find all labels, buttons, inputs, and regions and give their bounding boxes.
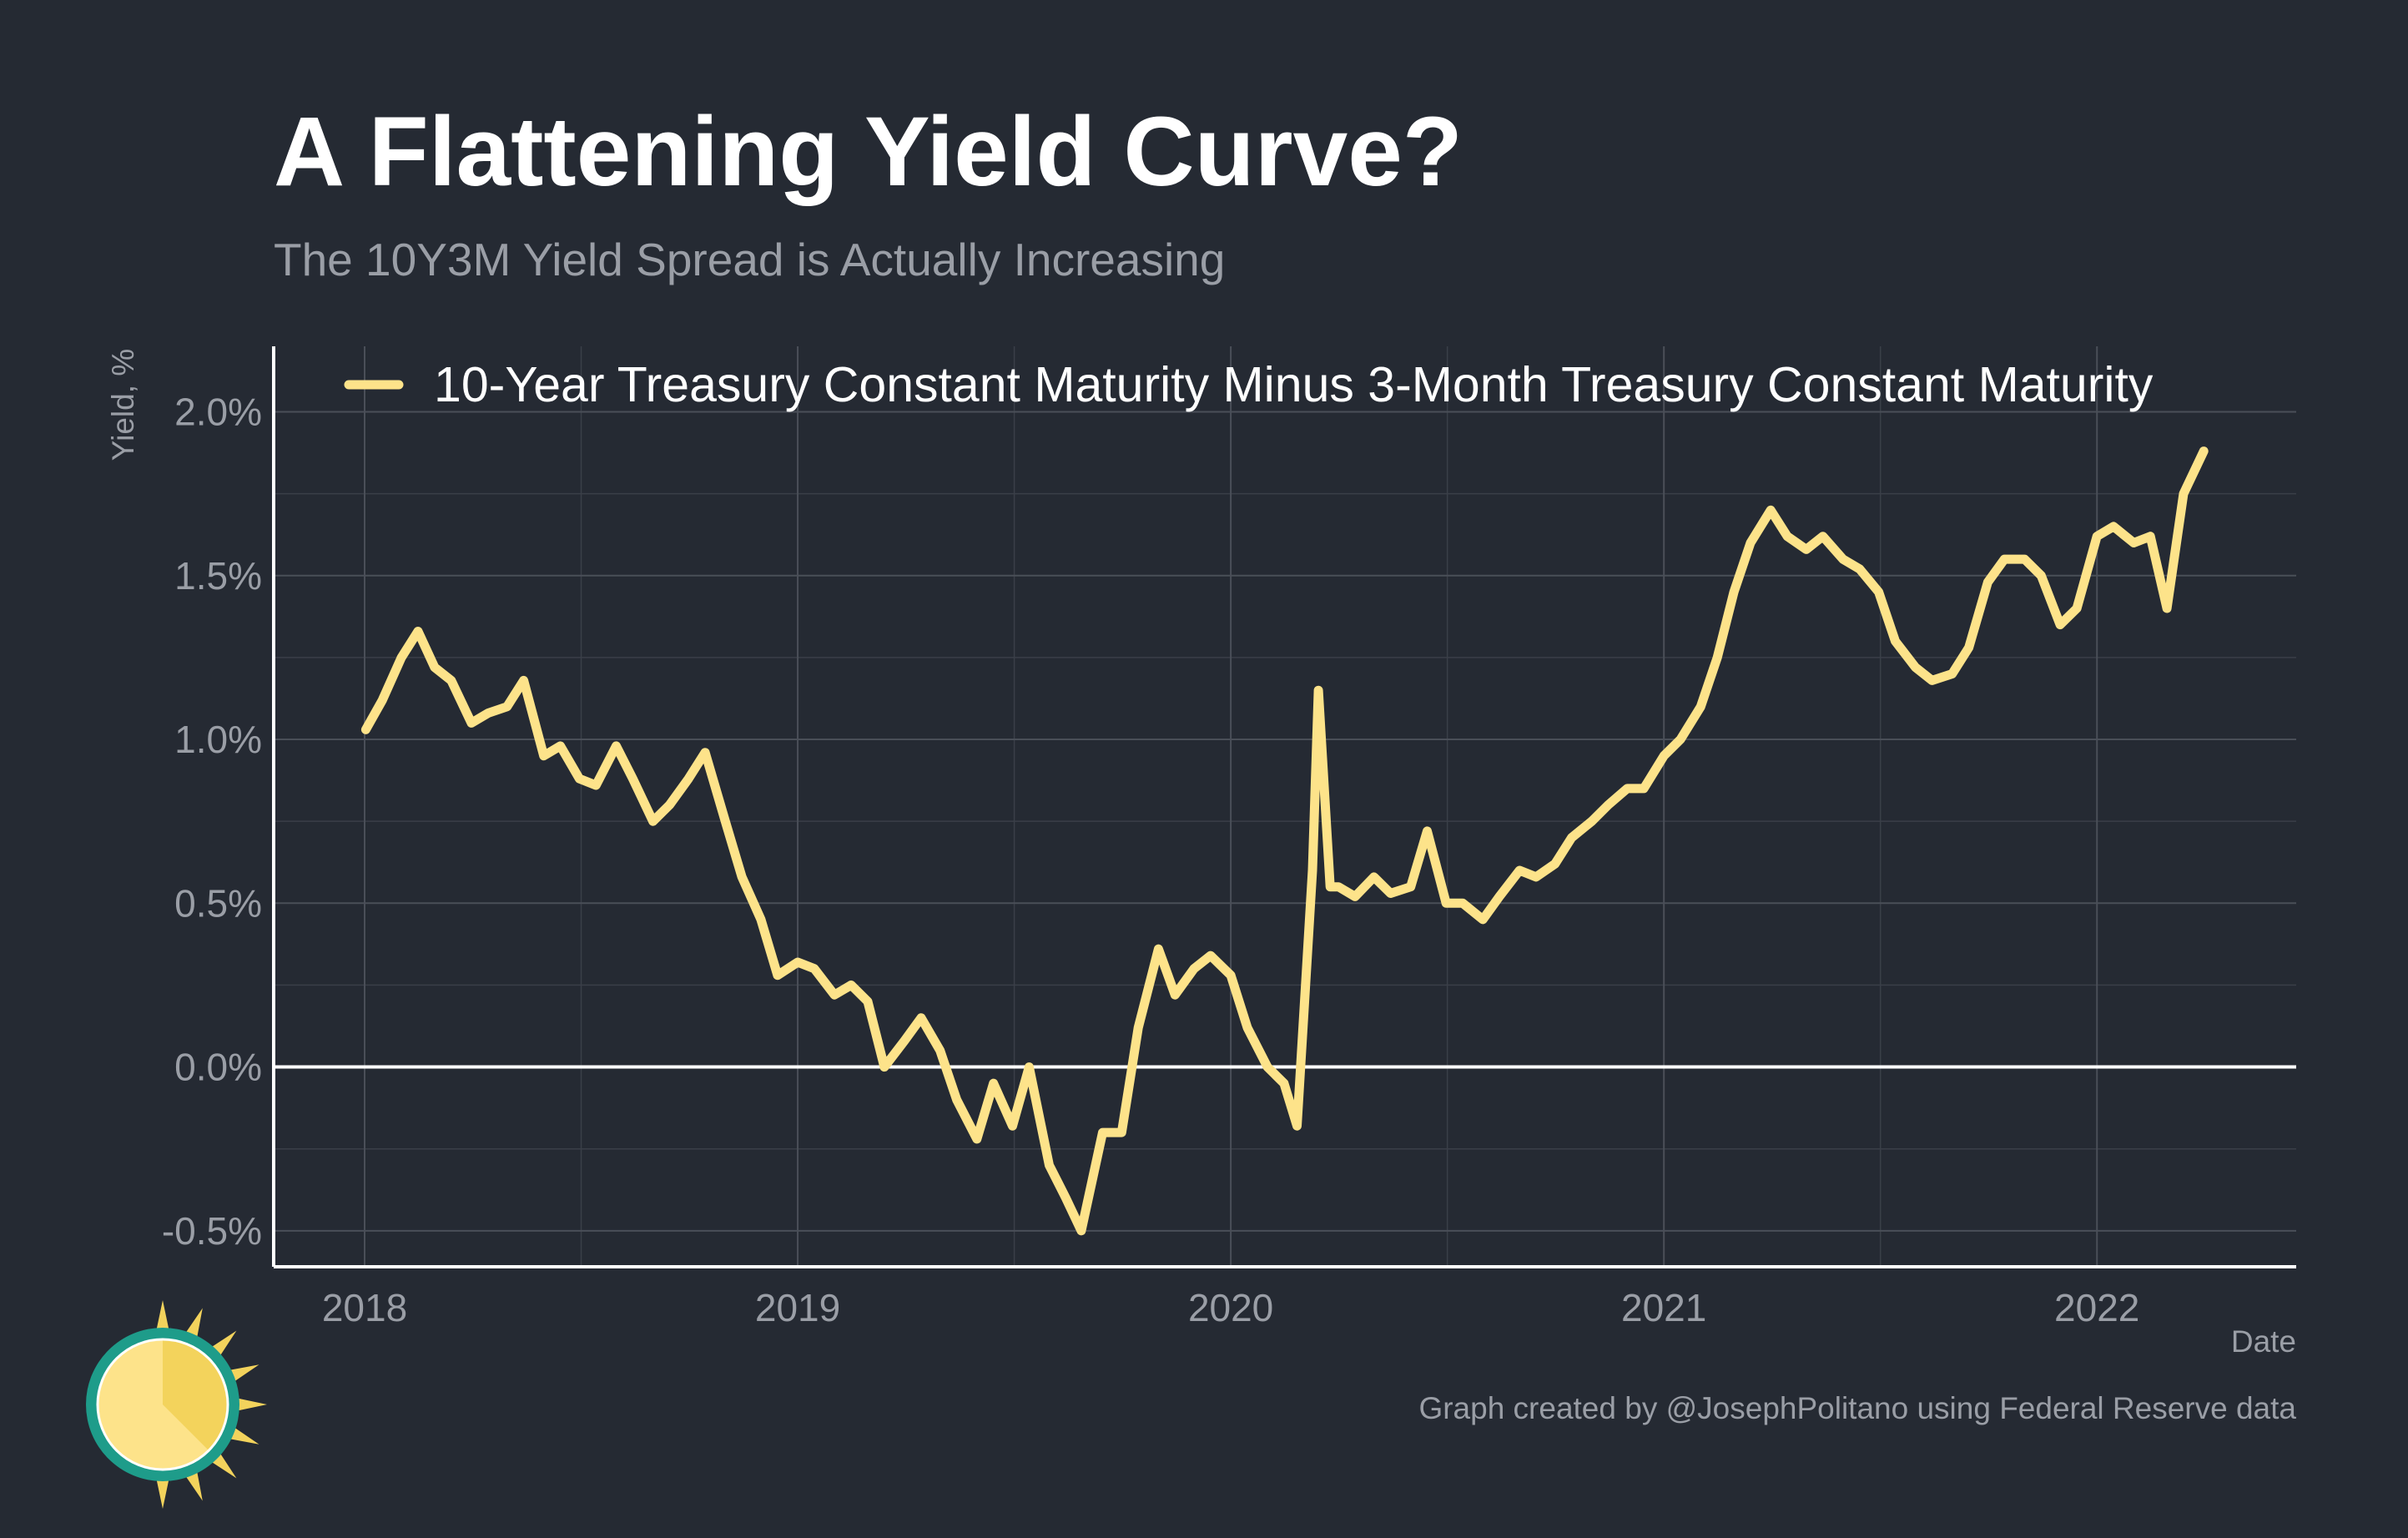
- y-axis-title: Yield, %: [106, 349, 140, 461]
- x-tick-label: 2018: [322, 1286, 407, 1329]
- gridlines: [274, 346, 2296, 1267]
- x-axis-title: Date: [2231, 1324, 2296, 1359]
- legend: 10-Year Treasury Constant Maturity Minus…: [344, 357, 2154, 412]
- sun-logo-icon: [86, 1300, 267, 1509]
- x-tick-label: 2020: [1188, 1286, 1273, 1329]
- x-tick-label: 2022: [2054, 1286, 2139, 1329]
- x-tick-label: 2019: [755, 1286, 840, 1329]
- y-tick-label: 1.5%: [174, 554, 262, 598]
- chart-title: A Flattening Yield Curve?: [274, 97, 1463, 207]
- series-line: [360, 446, 2209, 1236]
- x-tick-label: 2021: [1621, 1286, 1706, 1329]
- y-tick-label: 2.0%: [174, 391, 262, 434]
- y-tick-labels: -0.5% 0.0% 0.5% 1.0% 1.5% 2.0%: [162, 391, 262, 1253]
- y-tick-label: 0.5%: [174, 881, 262, 925]
- legend-label: 10-Year Treasury Constant Maturity Minus…: [434, 357, 2154, 412]
- x-tick-labels: 2018 2019 2020 2021 2022: [322, 1286, 2140, 1329]
- y-tick-label: 1.0%: [174, 718, 262, 761]
- chart-subtitle: The 10Y3M Yield Spread is Actually Incre…: [274, 234, 1225, 285]
- y-tick-label: -0.5%: [162, 1209, 262, 1253]
- chart-caption: Graph created by @JosephPolitano using F…: [1418, 1391, 2296, 1425]
- y-tick-label: 0.0%: [174, 1046, 262, 1089]
